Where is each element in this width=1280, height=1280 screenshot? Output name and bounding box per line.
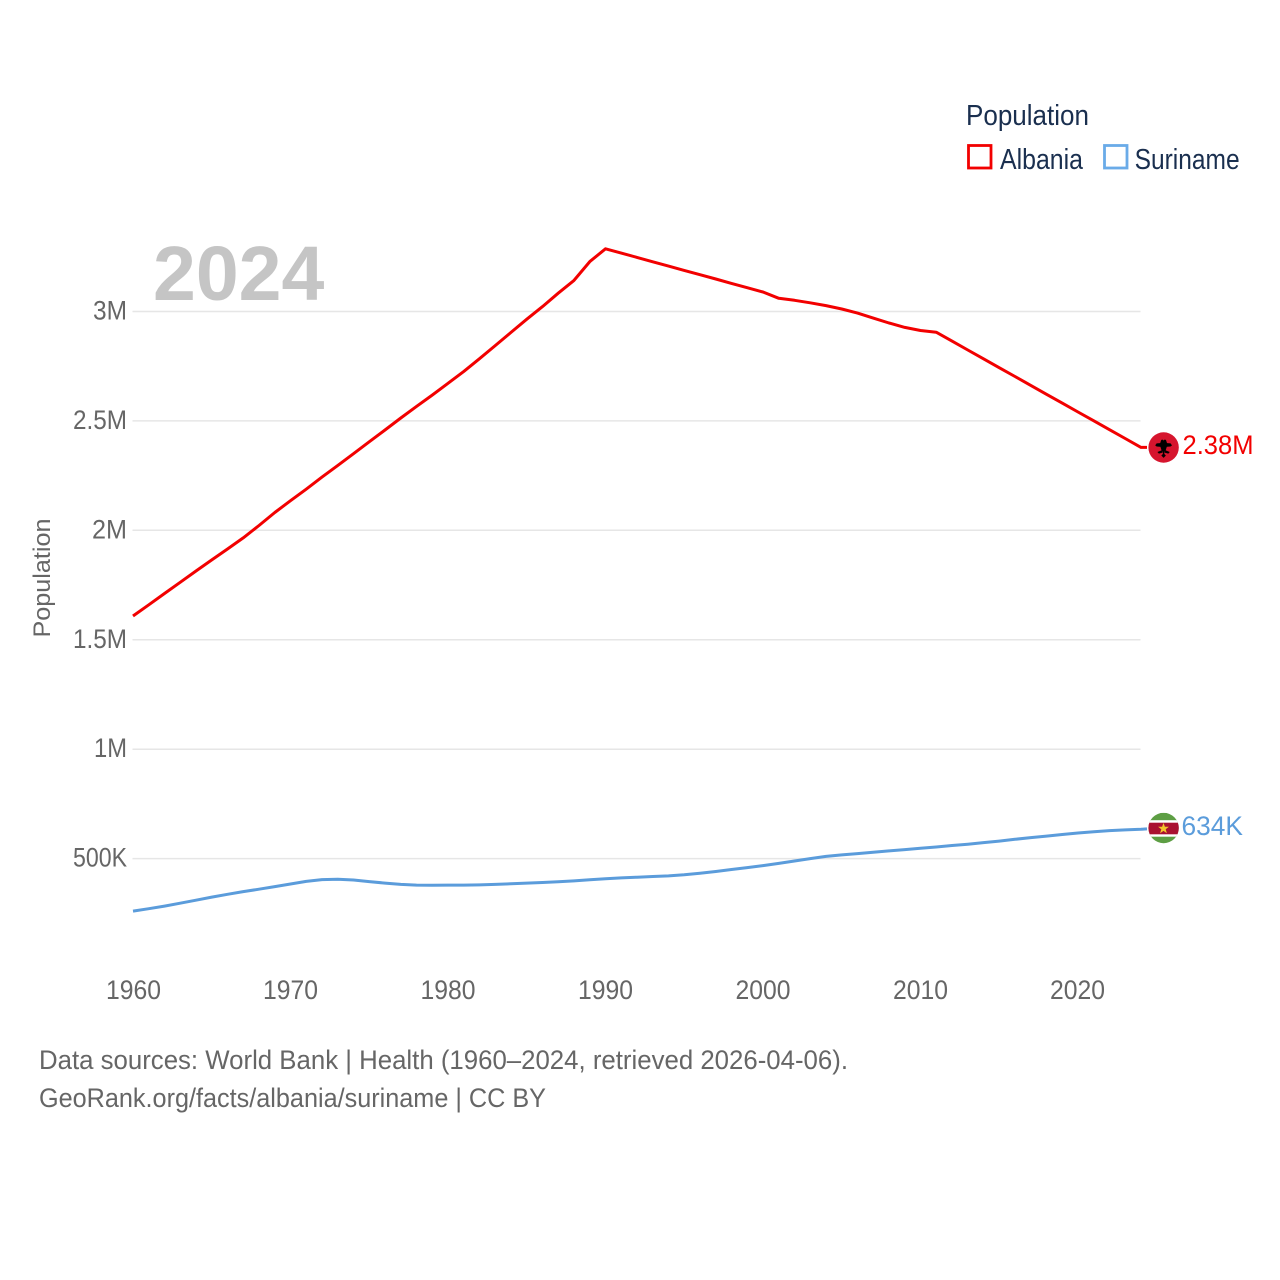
svg-text:1.5M: 1.5M [73, 624, 127, 654]
svg-text:2M: 2M [92, 514, 127, 544]
svg-text:1970: 1970 [263, 975, 318, 1005]
svg-text:2.38M: 2.38M [1183, 430, 1254, 460]
svg-text:2024: 2024 [153, 231, 324, 317]
svg-text:Suriname: Suriname [1135, 144, 1240, 176]
svg-text:634K: 634K [1182, 811, 1244, 841]
svg-text:1M: 1M [94, 733, 127, 763]
svg-text:2010: 2010 [893, 975, 948, 1005]
svg-text:2020: 2020 [1050, 975, 1105, 1005]
svg-text:3M: 3M [93, 296, 127, 326]
svg-text:500K: 500K [73, 843, 127, 873]
svg-text:Albania: Albania [1000, 144, 1084, 176]
svg-text:2000: 2000 [736, 975, 791, 1005]
svg-text:2.5M: 2.5M [73, 405, 127, 435]
svg-text:1990: 1990 [578, 975, 633, 1005]
svg-text:1980: 1980 [421, 975, 476, 1005]
svg-text:1960: 1960 [106, 975, 161, 1005]
svg-text:Data sources: World Bank | Hea: Data sources: World Bank | Health (1960–… [39, 1045, 848, 1075]
svg-text:GeoRank.org/facts/albania/suri: GeoRank.org/facts/albania/suriname | CC … [39, 1083, 546, 1113]
svg-text:Population: Population [29, 519, 56, 638]
svg-text:Population: Population [966, 100, 1089, 132]
